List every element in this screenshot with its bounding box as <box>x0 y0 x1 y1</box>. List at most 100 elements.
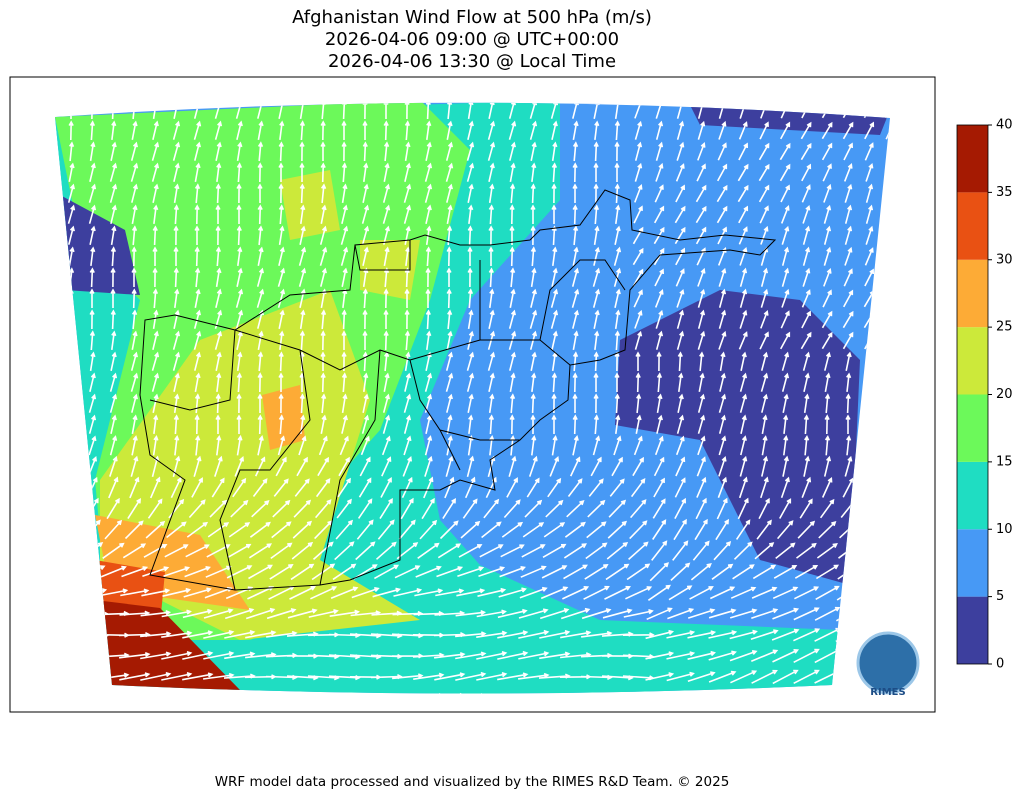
wind-arrow <box>802 204 811 224</box>
wind-arrow <box>321 393 327 414</box>
wind-arrow <box>737 497 749 520</box>
wind-arrow <box>718 288 727 308</box>
wind-arrow <box>821 121 833 140</box>
wind-arrow <box>488 372 495 392</box>
wind-arrow <box>467 309 474 330</box>
wind-arrow <box>551 225 557 246</box>
wind-arrow <box>751 608 779 620</box>
wind-arrow <box>48 332 52 350</box>
wind-arrow <box>581 697 611 701</box>
wind-arrow <box>467 288 474 309</box>
wind-arrow <box>844 204 853 224</box>
wind-arrow <box>614 183 620 204</box>
wind-arrow <box>215 141 222 161</box>
wind-arrow <box>173 372 180 392</box>
wind-arrow <box>109 393 118 413</box>
wind-arrow <box>445 372 454 392</box>
wind-arrow <box>149 476 161 499</box>
wind-arrow <box>358 477 372 498</box>
wind-arrow <box>446 102 453 120</box>
wind-arrow <box>278 393 284 414</box>
wind-arrow <box>173 183 180 204</box>
wind-arrow <box>793 669 820 685</box>
wind-arrow <box>88 414 97 434</box>
wind-arrow <box>718 393 727 413</box>
wind-arrow <box>857 606 882 622</box>
wind-arrow <box>550 309 559 329</box>
wind-arrow <box>885 121 890 140</box>
wind-arrow <box>372 587 402 598</box>
wind-arrows <box>35 102 890 701</box>
wind-arrow <box>214 120 223 140</box>
wind-arrow <box>131 120 138 140</box>
wind-arrow <box>689 586 714 600</box>
wind-arrow <box>655 141 664 161</box>
wind-arrow <box>362 393 369 413</box>
wind-arrow <box>445 141 453 161</box>
wind-arrow <box>455 631 487 638</box>
wind-arrow <box>654 435 664 456</box>
wind-arrow <box>614 330 621 351</box>
wind-arrow <box>886 204 890 224</box>
wind-arrow <box>404 288 410 308</box>
wind-arrow <box>35 695 65 699</box>
wind-arrow <box>272 499 291 518</box>
wind-arrow <box>351 587 380 599</box>
wind-arrow <box>382 414 391 434</box>
wind-arrow <box>236 120 243 140</box>
wind-arrow <box>279 120 285 140</box>
wind-arrow <box>622 632 655 638</box>
wind-arrow <box>572 183 578 203</box>
wind-arrow <box>314 499 332 519</box>
wind-arrow <box>477 587 507 597</box>
wind-arrow <box>488 267 494 288</box>
wind-arrow <box>750 649 779 663</box>
wind-arrow <box>426 120 432 141</box>
wind-arrow <box>863 102 875 119</box>
wind-arrow <box>172 330 181 350</box>
wind-arrow <box>68 330 74 351</box>
wind-arrow <box>215 183 221 204</box>
wind-arrow <box>674 226 686 245</box>
wind-arrow <box>715 518 730 541</box>
wind-arrow <box>76 653 109 659</box>
wind-arrow <box>88 204 97 224</box>
wind-arrow <box>55 564 63 580</box>
wind-arrow <box>131 393 138 413</box>
speed-region <box>60 105 890 585</box>
wind-arrow <box>109 372 118 392</box>
wind-arrow <box>215 246 222 267</box>
wind-arrow <box>68 120 74 141</box>
wind-arrow <box>394 565 421 579</box>
wind-arrow <box>203 630 235 639</box>
wind-arrow <box>759 121 769 140</box>
wind-arrow <box>803 372 810 392</box>
wind-arrow <box>758 184 770 203</box>
wind-arrow <box>398 519 416 540</box>
wind-arrow <box>98 693 130 694</box>
wind-arrow <box>172 455 181 478</box>
wind-arrow <box>696 456 706 477</box>
wind-arrow <box>207 522 230 538</box>
wind-arrow <box>89 372 96 392</box>
wind-arrow <box>404 372 411 392</box>
wind-arrow <box>467 330 474 350</box>
wind-arrow <box>131 225 138 246</box>
wind-arrow <box>256 267 264 287</box>
wind-arrow <box>687 650 716 660</box>
wind-arrow <box>329 609 360 617</box>
wind-arrow <box>145 520 166 539</box>
wind-arrow <box>362 246 369 266</box>
wind-arrow <box>488 183 495 204</box>
wind-arrow <box>614 393 620 414</box>
wind-arrow <box>275 456 287 477</box>
wind-arrow <box>466 372 475 392</box>
wind-arrow <box>760 288 769 308</box>
wind-arrow <box>234 456 244 477</box>
wind-arrow <box>194 246 200 267</box>
wind-arrow <box>572 330 579 351</box>
wind-arrow <box>738 142 748 161</box>
wind-arrow <box>293 499 312 518</box>
wind-arrow <box>737 163 749 182</box>
wind-arrow <box>487 141 496 161</box>
